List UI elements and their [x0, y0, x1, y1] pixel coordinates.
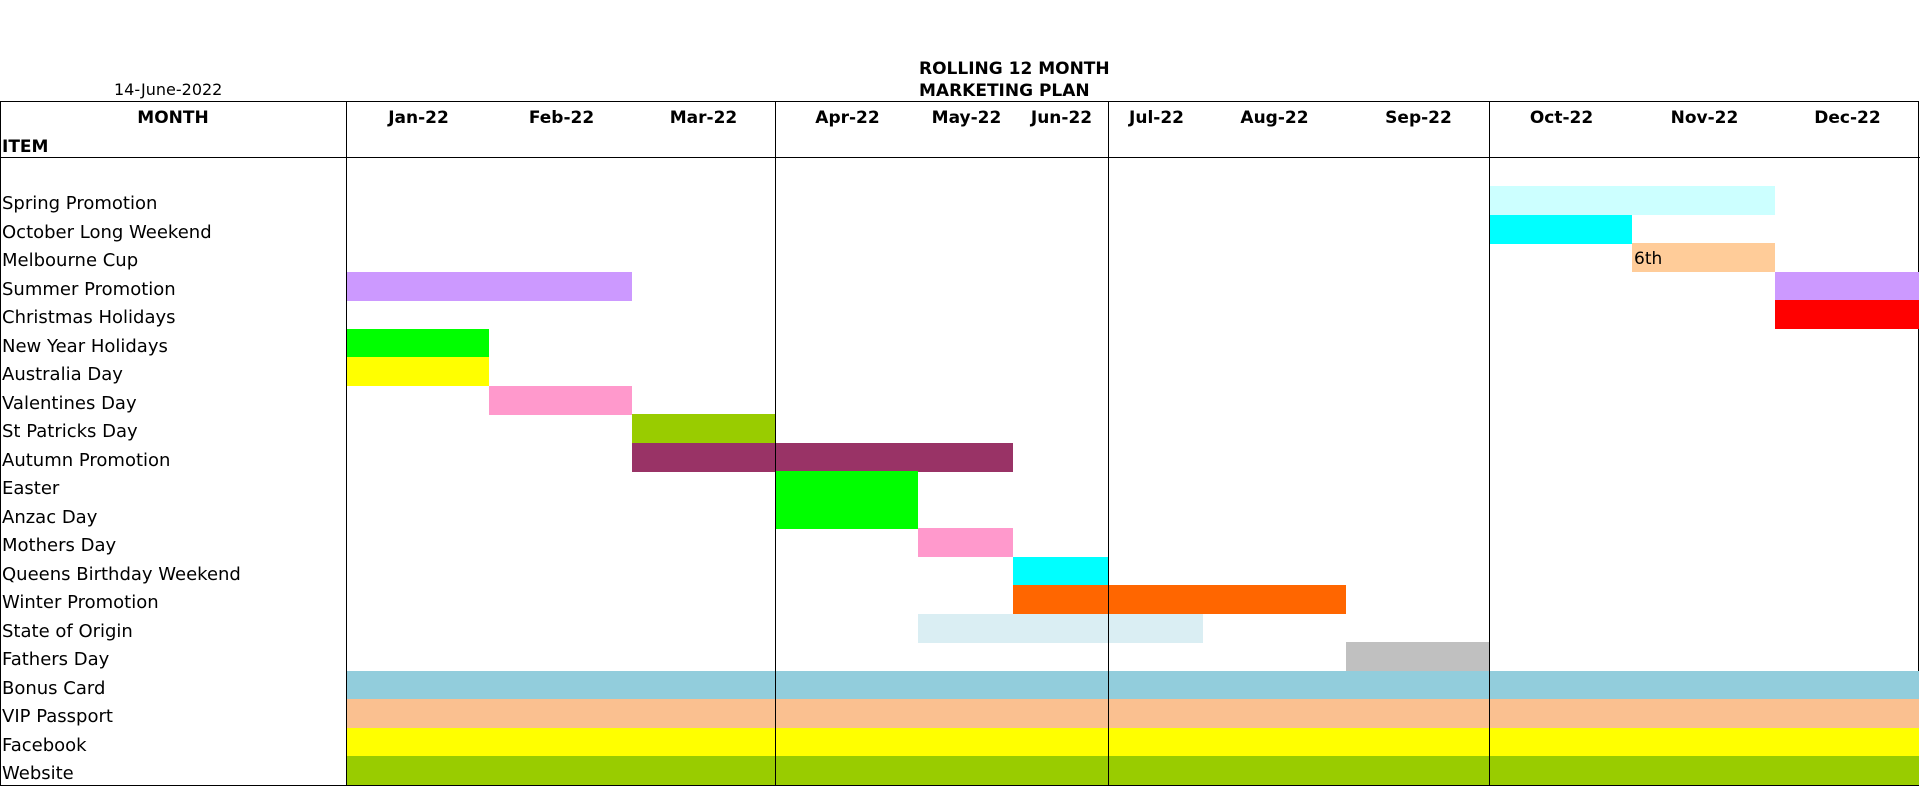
item-label: Website — [2, 763, 74, 784]
month-header-jan-22: Jan-22 — [388, 108, 449, 128]
timeline-bar — [346, 699, 1919, 728]
month-header-aug-22: Aug-22 — [1240, 108, 1309, 128]
title-line-1: ROLLING 12 MONTH — [919, 59, 1110, 79]
timeline-bar — [346, 328, 489, 358]
item-label: New Year Holidays — [2, 335, 168, 357]
item-label: Autumn Promotion — [2, 449, 171, 471]
item-label: Queens Birthday Weekend — [2, 563, 241, 585]
report-date: 14-June-2022 — [114, 80, 223, 99]
item-label: Facebook — [2, 734, 87, 756]
column-divider — [346, 101, 347, 786]
timeline-bar — [1775, 300, 1919, 329]
timeline-bar — [1346, 642, 1489, 671]
month-header-jul-22: Jul-22 — [1129, 108, 1184, 128]
timeline-bar — [1489, 214, 1632, 244]
timeline-bar — [489, 385, 632, 415]
header-divider — [0, 157, 1920, 158]
month-header-nov-22: Nov-22 — [1670, 108, 1739, 128]
timeline-bar — [1632, 243, 1775, 272]
item-label: Valentines Day — [2, 392, 137, 414]
timeline-bar — [346, 357, 489, 386]
item-label: Spring Promotion — [2, 193, 158, 214]
item-label: Summer Promotion — [2, 278, 176, 300]
month-header-mar-22: Mar-22 — [669, 108, 738, 128]
item-label: Christmas Holidays — [2, 307, 176, 328]
month-header-oct-22: Oct-22 — [1529, 108, 1594, 128]
timeline-bar — [1775, 271, 1919, 301]
item-label: Easter — [2, 478, 60, 499]
item-label: October Long Weekend — [2, 221, 212, 243]
item-column-header: ITEM — [2, 137, 49, 157]
timeline-bar — [918, 613, 1203, 643]
timeline-bar — [775, 499, 918, 529]
column-divider — [1489, 101, 1490, 786]
item-label: VIP Passport — [2, 706, 113, 727]
item-label: Melbourne Cup — [2, 250, 139, 271]
item-label: Winter Promotion — [2, 592, 159, 613]
timeline-bar — [632, 442, 1013, 472]
item-label: Australia Day — [2, 364, 123, 385]
month-header-sep-22: Sep-22 — [1385, 108, 1452, 128]
column-divider — [775, 101, 776, 786]
timeline-bar — [1013, 556, 1108, 586]
month-header-apr-22: Apr-22 — [815, 108, 880, 128]
timeline-bar — [918, 528, 1013, 557]
bar-annotation: 6th — [1634, 249, 1663, 269]
item-label: State of Origin — [2, 620, 133, 642]
item-label: Fathers Day — [2, 649, 110, 670]
month-header-feb-22: Feb-22 — [528, 108, 595, 128]
timeline-bar — [1489, 186, 1775, 215]
plan-grid — [0, 101, 1919, 786]
timeline-bar — [346, 756, 1919, 785]
timeline-bar — [632, 414, 775, 443]
timeline-bar — [775, 471, 918, 500]
month-header-dec-22: Dec-22 — [1814, 108, 1881, 128]
timeline-bar — [346, 727, 1919, 757]
title-line-2: MARKETING PLAN — [919, 81, 1090, 101]
column-divider — [1108, 101, 1109, 786]
item-label: Bonus Card — [2, 677, 106, 699]
month-header-jun-22: Jun-22 — [1030, 108, 1093, 128]
item-label: Mothers Day — [2, 535, 117, 556]
report-title: ROLLING 12 MONTH MARKETING PLAN — [919, 58, 1110, 102]
item-label: Anzac Day — [2, 506, 98, 528]
month-header-may-22: May-22 — [931, 108, 1002, 128]
timeline-bar — [346, 271, 632, 301]
timeline-bar — [346, 670, 1919, 700]
item-label: St Patricks Day — [2, 421, 138, 442]
timeline-bar — [1013, 585, 1346, 614]
month-column-header: MONTH — [137, 108, 209, 128]
